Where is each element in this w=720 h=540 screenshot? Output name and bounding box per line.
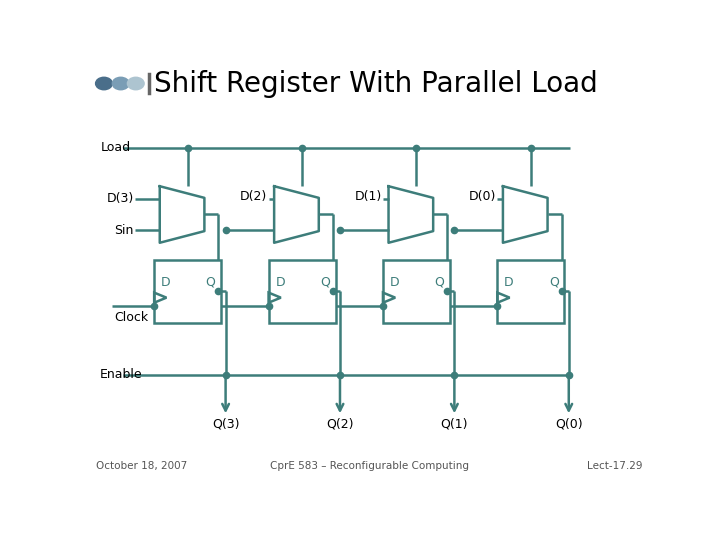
Text: Lect-17.29: Lect-17.29 [587, 462, 642, 471]
Text: D: D [161, 276, 171, 289]
Text: D: D [275, 276, 285, 289]
Text: Enable: Enable [100, 368, 143, 381]
Text: October 18, 2007: October 18, 2007 [96, 462, 186, 471]
Text: Q: Q [320, 276, 330, 289]
Text: Q(2): Q(2) [326, 418, 354, 431]
Text: D: D [504, 276, 513, 289]
Bar [498, 260, 564, 322]
Text: D(1): D(1) [354, 191, 382, 204]
Text: Q(1): Q(1) [441, 418, 468, 431]
Text: Sin: Sin [114, 224, 133, 237]
Text: Shift Register With Parallel Load: Shift Register With Parallel Load [154, 70, 598, 98]
Text: Q(3): Q(3) [212, 418, 239, 431]
Text: D(0): D(0) [469, 191, 496, 204]
Text: Clock: Clock [114, 311, 148, 324]
Text: Q: Q [434, 276, 444, 289]
Text: D: D [390, 276, 400, 289]
Text: CprE 583 – Reconfigurable Computing: CprE 583 – Reconfigurable Computing [269, 462, 469, 471]
Text: D(2): D(2) [240, 191, 267, 204]
Text: Q: Q [549, 276, 559, 289]
Text: Q(0): Q(0) [555, 418, 582, 431]
Bar [269, 260, 336, 322]
Text: Q: Q [206, 276, 215, 289]
Bar [154, 260, 221, 322]
Circle shape [112, 77, 129, 90]
Text: D(3): D(3) [107, 192, 133, 205]
Circle shape [96, 77, 112, 90]
Bar [383, 260, 450, 322]
Circle shape [127, 77, 144, 90]
Text: Load: Load [101, 141, 131, 154]
